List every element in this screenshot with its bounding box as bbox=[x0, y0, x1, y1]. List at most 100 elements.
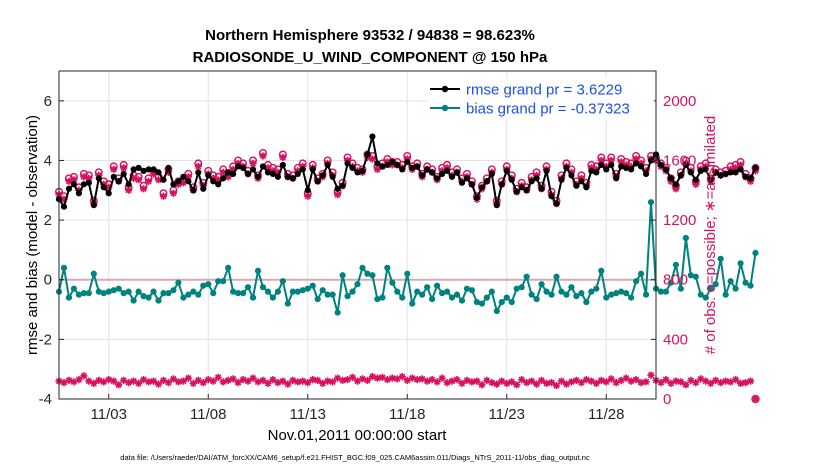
rmse-point-60 bbox=[354, 169, 361, 176]
bias-point-31 bbox=[210, 290, 217, 297]
bias-point-123 bbox=[667, 279, 675, 286]
y-tick-label-right-2: 800 bbox=[663, 272, 688, 289]
rmse-point-32 bbox=[215, 181, 222, 188]
obs-bottom-point-98 bbox=[542, 379, 551, 387]
obs-assimilated-point-56 bbox=[334, 191, 342, 199]
rmse-point-15 bbox=[130, 166, 137, 173]
rmse-point-116 bbox=[633, 160, 640, 167]
obs-bottom-point-33 bbox=[219, 378, 227, 386]
rmse-point-57 bbox=[339, 182, 346, 189]
obs-bottom-point-80 bbox=[453, 376, 461, 384]
rmse-point-84 bbox=[473, 194, 480, 201]
bias-point-6 bbox=[85, 290, 92, 297]
obs-bottom-point-84 bbox=[473, 377, 481, 385]
bias-point-39 bbox=[249, 294, 257, 301]
bias-point-62 bbox=[364, 270, 371, 277]
bias-point-126 bbox=[682, 234, 689, 242]
obs-bottom-point-133 bbox=[717, 379, 725, 387]
bias-point-113 bbox=[618, 288, 625, 295]
bias-point-90 bbox=[503, 294, 510, 301]
y-tick-label-right-4: 1600 bbox=[663, 152, 696, 169]
rmse-point-4 bbox=[75, 190, 82, 197]
obs-bottom-point-31 bbox=[209, 377, 217, 385]
rmse-point-9 bbox=[100, 184, 107, 191]
obs-assimilated-point-32 bbox=[214, 176, 222, 184]
bias-point-42 bbox=[264, 288, 272, 295]
obs-bottom-point-4 bbox=[75, 376, 83, 384]
rmse-point-68 bbox=[394, 161, 401, 169]
obs-bottom-point-12 bbox=[115, 381, 123, 389]
obs-bottom-point-59 bbox=[348, 373, 357, 381]
obs-assimilated-point-39 bbox=[249, 159, 257, 168]
obs-bottom-point-13 bbox=[120, 376, 128, 384]
right-y-axis: 0 400 800 1200 1600 2000 bbox=[651, 93, 696, 408]
obs-bottom-point-17 bbox=[139, 376, 148, 384]
obs-bottom-point-29 bbox=[199, 379, 207, 387]
bias-point-97 bbox=[538, 281, 545, 288]
obs-bottom-point-63 bbox=[368, 373, 377, 381]
obs-bottom-point-111 bbox=[607, 375, 615, 383]
bias-point-118 bbox=[642, 291, 650, 298]
rmse-point-98 bbox=[543, 167, 550, 174]
bias-point-23 bbox=[170, 287, 177, 294]
rmse-point-117 bbox=[637, 163, 645, 170]
rmse-point-72 bbox=[414, 163, 421, 170]
rmse-point-139 bbox=[747, 175, 754, 182]
obs-bottom-point-14 bbox=[125, 379, 133, 387]
legend-bias-marker bbox=[441, 104, 449, 112]
bias-point-125 bbox=[677, 285, 684, 292]
rmse-point-131 bbox=[707, 176, 714, 183]
bias-point-61 bbox=[359, 264, 366, 271]
bias-point-72 bbox=[414, 288, 421, 295]
bias-point-38 bbox=[244, 284, 252, 291]
bias-point-79 bbox=[448, 294, 456, 301]
obs-bottom-point-28 bbox=[194, 376, 202, 384]
obs-bottom-point-53 bbox=[319, 379, 327, 387]
bias-point-139 bbox=[747, 282, 754, 289]
obs-bottom-point-104 bbox=[572, 376, 580, 384]
bias-point-2 bbox=[65, 294, 73, 301]
obs-assimilated-point-22 bbox=[164, 168, 173, 176]
legend-bias-label: bias grand pr = -0.37323 bbox=[466, 101, 630, 118]
obs-bottom-point-69 bbox=[398, 373, 406, 381]
obs-assimilated-point-113 bbox=[617, 158, 625, 166]
bias-point-88 bbox=[493, 307, 500, 315]
bias-point-35 bbox=[230, 288, 237, 295]
bias-point-15 bbox=[130, 297, 137, 304]
bias-point-130 bbox=[702, 294, 709, 301]
bias-point-49 bbox=[299, 287, 306, 294]
rmse-point-81 bbox=[458, 179, 466, 186]
obs-bottom-point-58 bbox=[343, 376, 352, 384]
obs-bottom-point-52 bbox=[314, 376, 322, 384]
obs-bottom-point-41 bbox=[259, 376, 267, 384]
bias-point-63 bbox=[369, 272, 376, 279]
rmse-point-55 bbox=[329, 173, 336, 180]
obs-bottom-point-107 bbox=[587, 377, 595, 385]
obs-bottom-point-16 bbox=[135, 379, 143, 387]
bias-point-133 bbox=[717, 255, 724, 262]
obs-assimilated-point-11 bbox=[110, 165, 118, 173]
obs-assimilated-point-26 bbox=[184, 173, 192, 181]
bias-point-95 bbox=[528, 291, 535, 298]
rmse-point-62 bbox=[364, 151, 371, 158]
bias-point-76 bbox=[434, 282, 441, 289]
rmse-point-23 bbox=[170, 181, 177, 188]
rmse-point-22 bbox=[165, 164, 172, 172]
bias-point-109 bbox=[598, 267, 605, 274]
rmse-point-18 bbox=[145, 166, 152, 173]
rmse-point-38 bbox=[244, 170, 252, 177]
rmse-point-103 bbox=[568, 172, 575, 179]
rmse-point-85 bbox=[478, 184, 485, 191]
x-tick-label-1: 11/08 bbox=[190, 406, 226, 423]
rmse-point-138 bbox=[742, 173, 749, 180]
bias-point-140 bbox=[752, 249, 759, 256]
bias-point-43 bbox=[269, 294, 277, 301]
bias-point-78 bbox=[443, 288, 451, 295]
chart-title-line2: RADIOSONDE_U_WIND_COMPONENT @ 150 hPa bbox=[193, 49, 548, 66]
obs-bottom-point-100 bbox=[552, 381, 561, 390]
obs-bottom-point-73 bbox=[418, 375, 426, 383]
bias-point-137 bbox=[737, 260, 744, 267]
obs-bottom-point-68 bbox=[393, 375, 401, 383]
rmse-point-91 bbox=[508, 176, 515, 183]
rmse-point-130 bbox=[702, 166, 709, 173]
